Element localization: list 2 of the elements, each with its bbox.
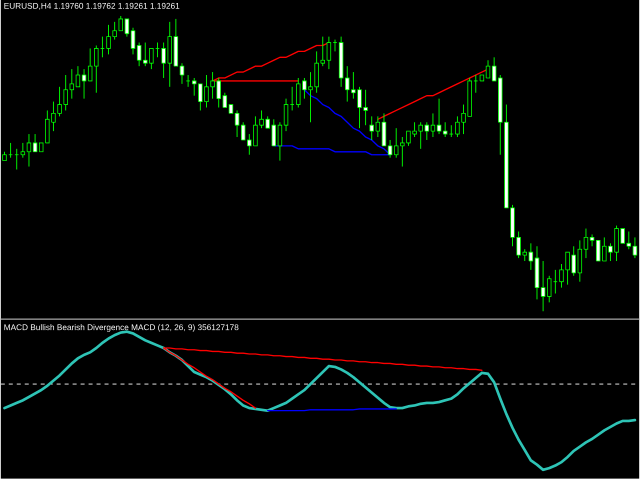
chart-title: MACD Bullish Bearish Divergence MACD (12, 26, 9) 356127178 <box>4 324 238 332</box>
chart-title: EURUSD,H4 1.19760 1.19762 1.19261 1.19261 <box>4 3 180 10</box>
